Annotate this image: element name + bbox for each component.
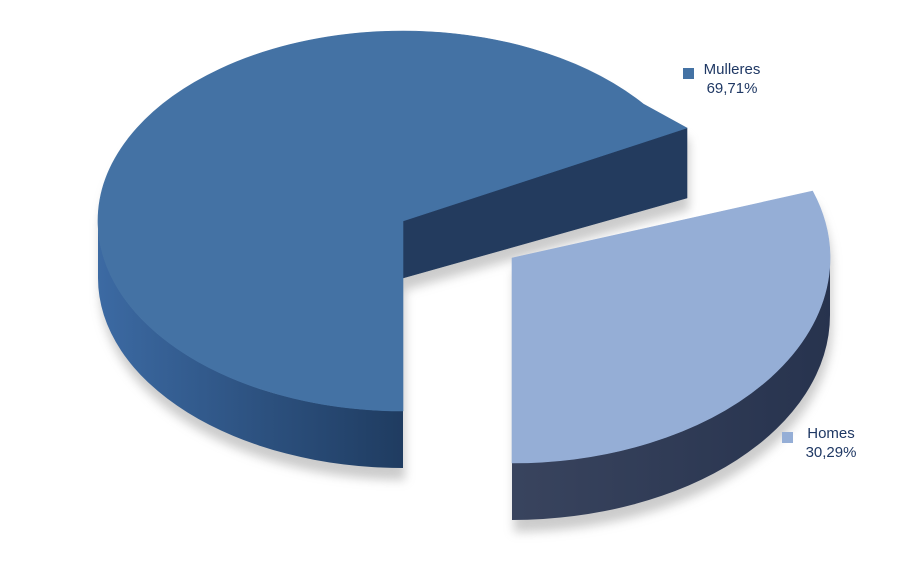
pie-slice-mulleres-side — [98, 221, 403, 468]
pie-slice-homes-side — [512, 258, 830, 520]
data-label-mulleres-percent: 69,71% — [706, 80, 758, 97]
legend-key-homes-icon — [782, 432, 793, 443]
data-label-homes-name: Homes — [807, 425, 855, 442]
data-label-homes-percent: 30,29% — [805, 444, 857, 461]
data-label-mulleres: Mulleres 69,71% — [683, 60, 764, 98]
legend-key-mulleres-icon — [683, 68, 694, 79]
data-label-mulleres-name: Mulleres — [703, 61, 761, 78]
pie-slice-mulleres-top — [97, 30, 688, 412]
pie-slice-homes-top — [511, 190, 831, 464]
data-label-homes: Homes 30,29% — [782, 424, 863, 462]
